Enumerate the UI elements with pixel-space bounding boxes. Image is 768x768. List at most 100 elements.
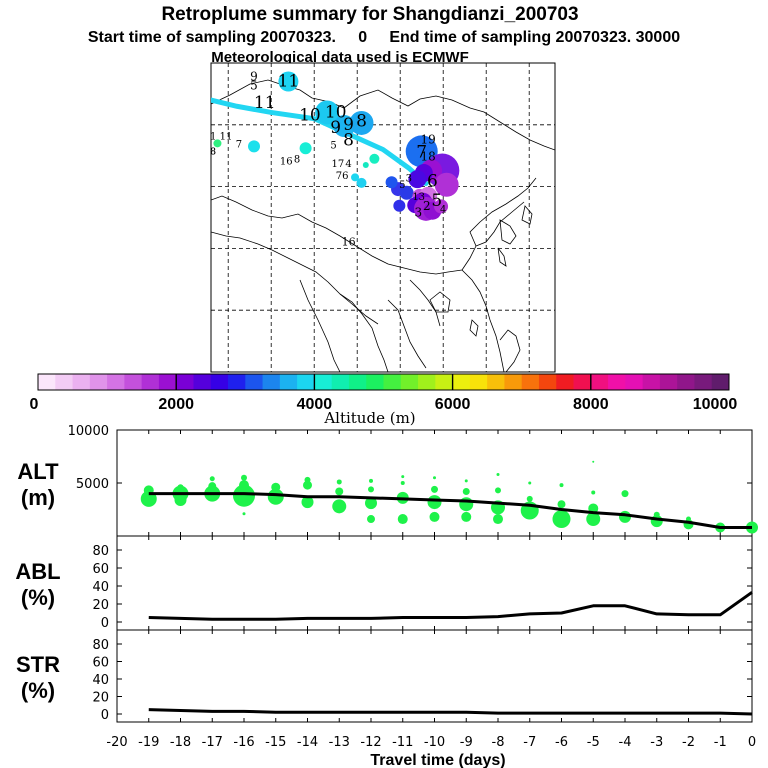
colorbar-segment	[107, 374, 125, 390]
y-tick-label: 60	[92, 656, 109, 671]
altitude-dot	[239, 480, 249, 491]
colorbar-segment	[228, 374, 246, 390]
altitude-dot	[303, 480, 312, 490]
altitude-dot	[177, 484, 184, 491]
colorbar-segment	[694, 374, 713, 390]
plume-time-label: 8	[210, 147, 216, 157]
altitude-dot	[557, 500, 566, 509]
altitude-dot	[528, 481, 532, 485]
plume-time-label: 5	[250, 79, 258, 93]
map-frame	[210, 62, 556, 373]
y-tick-label: 40	[92, 580, 109, 595]
altitude-dot	[619, 510, 631, 523]
plume-time-label: 16	[342, 235, 356, 248]
altitude-dot	[367, 515, 375, 524]
colorbar-segment	[642, 374, 661, 390]
y-tick-label: 0	[101, 708, 109, 723]
altitude-dot	[591, 490, 596, 495]
x-tick-label: -10	[424, 735, 445, 750]
colorbar-tick-label: 4000	[297, 396, 333, 413]
altitude-dot	[496, 473, 500, 477]
sampling-times: Start time of sampling 20070323. 0 End t…	[88, 29, 680, 46]
colorbar-segment	[331, 374, 350, 390]
colorbar-segment	[538, 374, 557, 390]
met-data-line: Meteorological data used is ECMWF	[211, 49, 469, 66]
colorbar-segment	[193, 374, 212, 390]
altitude-dot	[559, 483, 564, 488]
plume-marker	[434, 172, 459, 197]
plume-marker	[362, 161, 369, 168]
y-tick-label: 10000	[68, 424, 109, 439]
colorbar-segment	[659, 374, 678, 390]
plume-marker	[408, 170, 427, 189]
plume-time-label: 11	[220, 132, 233, 143]
colorbar-segment	[176, 374, 194, 390]
panel-frame	[116, 629, 753, 723]
x-tick-label: -6	[555, 735, 568, 750]
colorbar-segment	[573, 374, 592, 390]
series-line	[148, 492, 752, 530]
colorbar-tick-label: 8000	[573, 396, 609, 413]
y-tick-label: 60	[92, 562, 109, 577]
altitude-dot	[459, 497, 474, 512]
plume-time-label: 8	[343, 130, 354, 150]
x-tick-label: -12	[360, 735, 381, 750]
y-tick-label: 20	[92, 598, 109, 613]
plume-time-label: 6	[427, 172, 438, 192]
altitude-dot	[526, 495, 533, 502]
colorbar-frame	[37, 373, 730, 391]
altitude-dot	[495, 487, 501, 494]
altitude-dot	[462, 487, 470, 495]
x-tick-label: -13	[329, 735, 350, 750]
altitude-dot	[267, 488, 284, 505]
plume-marker	[434, 199, 449, 214]
colorbar-segment	[279, 374, 298, 390]
colorbar-segment	[262, 374, 281, 390]
plume-marker	[369, 153, 380, 164]
panel-alt: 5000 10000 ALT(m)	[17, 424, 758, 537]
x-tick-label: -20	[106, 735, 127, 750]
panel-ylabel: STR	[16, 652, 60, 677]
colorbar-segment	[314, 374, 333, 390]
plume-time-label: 2	[423, 199, 431, 213]
altitude-dot	[335, 487, 344, 496]
colorbar-tick-label: 10000	[693, 396, 738, 413]
colorbar-tick-label: 6000	[435, 396, 471, 413]
altitude-dot	[431, 485, 438, 493]
plume-time-label: 9	[343, 115, 354, 135]
altitude-dot	[304, 476, 311, 483]
colorbar-segment	[366, 374, 384, 390]
plume-marker	[315, 100, 340, 125]
altitude-dot	[301, 496, 314, 509]
x-tick-label: -18	[170, 735, 191, 750]
map-graticule	[211, 63, 555, 372]
figure-title: Retroplume summary for Shangdianzi_20070…	[161, 4, 578, 25]
altitude-dot	[686, 516, 691, 522]
panel-ylabel: ALT	[17, 459, 59, 484]
plume-time-label: 1	[210, 132, 216, 143]
time-series-panels: 500010000ALT(m)020406080ABL(%)020406080S…	[15, 424, 758, 768]
plume-marker	[356, 177, 367, 188]
plume-time-label: 18	[421, 150, 436, 164]
plume-time-label: 5	[399, 180, 405, 191]
y-tick-label: 20	[92, 691, 109, 706]
plume-marker	[385, 176, 398, 189]
plume-marker	[393, 199, 406, 212]
x-tick-label: -3	[650, 735, 663, 750]
x-tick-label: -4	[619, 735, 632, 750]
colorbar-segment	[556, 374, 574, 390]
plume-time-label: 8	[356, 112, 367, 132]
altitude-dot	[397, 514, 408, 525]
plume-marker	[349, 110, 374, 135]
altitude-dot	[653, 511, 660, 518]
plume-time-label: 9	[250, 69, 258, 83]
plume-marker	[399, 185, 414, 200]
panel-yunit: (%)	[21, 585, 55, 610]
plume-time-label: 11	[254, 93, 276, 113]
colorbar-segment	[245, 374, 263, 390]
plume-time-label: 3	[414, 205, 422, 219]
colorbar-segment	[677, 374, 695, 390]
altitude-dot	[552, 510, 571, 529]
